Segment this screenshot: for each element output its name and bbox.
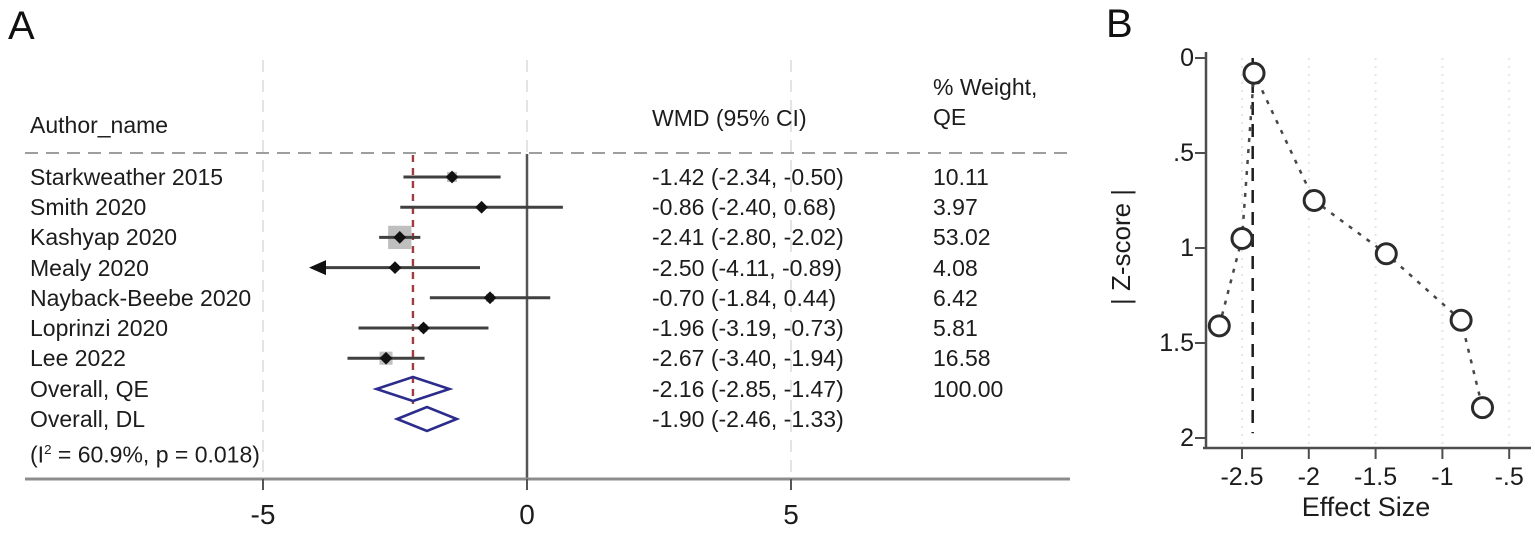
overall-weight-value: 100.00 bbox=[933, 376, 1004, 402]
doi-x-tick-label: -2.5 bbox=[1220, 463, 1264, 491]
doi-point bbox=[1230, 227, 1254, 250]
doi-y-tick-label: 2 bbox=[1180, 424, 1194, 452]
overall-label: Overall, DL bbox=[30, 406, 146, 432]
wmd-value: -2.67 (-3.40, -1.94) bbox=[652, 345, 844, 372]
author-label: Loprinzi 2020 bbox=[30, 315, 169, 341]
effect-marker bbox=[483, 291, 497, 305]
doi-x-tick-label: -1 bbox=[1431, 463, 1454, 491]
doi-point bbox=[1449, 308, 1473, 332]
forest-x-tick-label: -5 bbox=[250, 499, 276, 530]
doi-y-tick-label: 1 bbox=[1180, 234, 1194, 262]
doi-point bbox=[1302, 189, 1326, 212]
doi-point bbox=[1470, 396, 1494, 420]
doi-xaxis-title: Effect Size bbox=[1301, 492, 1431, 522]
doi-x-tick-label: -.5 bbox=[1494, 463, 1524, 491]
doi-x-tick-label: -2 bbox=[1297, 463, 1320, 491]
weight-value: 16.58 bbox=[933, 345, 991, 372]
wmd-value: -1.96 (-3.19, -0.73) bbox=[652, 315, 844, 341]
heterogeneity-note: (I2 = 60.9%, p = 0.018) bbox=[30, 436, 260, 469]
het-note-pre: (I bbox=[30, 441, 45, 468]
author-label: Kashyap 2020 bbox=[30, 224, 178, 251]
forest-wmd-column-header: WMD (95% CI) bbox=[652, 105, 807, 131]
wmd-value: -0.70 (-1.84, 0.44) bbox=[652, 284, 837, 311]
doi-point bbox=[1207, 314, 1231, 338]
pooled-diamond bbox=[393, 405, 461, 433]
effect-marker bbox=[379, 351, 393, 365]
author-label: Starkweather 2015 bbox=[30, 164, 224, 190]
wmd-value: -1.42 (-2.34, -0.50) bbox=[652, 164, 844, 190]
doi-point bbox=[1242, 61, 1266, 85]
effect-marker bbox=[445, 170, 459, 184]
wmd-value: -0.86 (-2.40, 0.68) bbox=[652, 194, 837, 221]
overall-label: Overall, QE bbox=[30, 376, 149, 402]
forest-weight-column-header: % Weight, QE bbox=[933, 72, 1037, 132]
doi-y-tick-label: 0 bbox=[1180, 44, 1194, 72]
author-label: Mealy 2020 bbox=[30, 254, 149, 281]
author-label: Nayback-Beebe 2020 bbox=[30, 284, 252, 311]
doi-y-tick-label: .5 bbox=[1173, 139, 1194, 167]
effect-marker bbox=[388, 261, 402, 274]
wmd-value: -2.41 (-2.80, -2.02) bbox=[652, 224, 844, 251]
weight-header-line2: QE bbox=[933, 104, 967, 130]
overall-wmd-value: -2.16 (-2.85, -1.47) bbox=[652, 376, 844, 402]
weight-value: 10.11 bbox=[933, 164, 989, 190]
effect-marker bbox=[417, 321, 430, 335]
weight-header-line1: % Weight, bbox=[933, 74, 1038, 100]
forest-x-tick-label: 0 bbox=[519, 499, 535, 530]
forest-author-column-header: Author_name bbox=[30, 112, 169, 138]
wmd-value: -2.50 (-4.11, -0.89) bbox=[652, 254, 843, 281]
effect-marker bbox=[475, 200, 488, 214]
effect-marker bbox=[393, 231, 407, 244]
weight-value: 3.97 bbox=[933, 194, 978, 221]
forest-x-tick-label: 5 bbox=[783, 499, 799, 530]
weight-value: 4.08 bbox=[933, 254, 978, 281]
author-label: Smith 2020 bbox=[30, 194, 147, 221]
pooled-diamond bbox=[372, 375, 454, 403]
doi-y-tick-label: 1.5 bbox=[1159, 329, 1194, 357]
doi-x-tick-label: -1.5 bbox=[1354, 463, 1398, 491]
weight-value: 5.81 bbox=[933, 315, 978, 341]
overall-wmd-value: -1.90 (-2.46, -1.33) bbox=[652, 406, 844, 432]
ci-truncation-arrow-icon bbox=[308, 260, 326, 276]
het-note-sup: 2 bbox=[44, 442, 52, 457]
weight-value: 53.02 bbox=[933, 224, 991, 251]
author-label: Lee 2022 bbox=[30, 345, 126, 372]
doi-yaxis-title: | Z-score | bbox=[1106, 188, 1136, 306]
het-note-post: = 60.9%, p = 0.018) bbox=[51, 441, 260, 468]
panel-b-label: B bbox=[1106, 2, 1133, 46]
weight-value: 6.42 bbox=[933, 284, 978, 311]
doi-point bbox=[1374, 242, 1398, 266]
panel-a-label: A bbox=[8, 4, 35, 48]
